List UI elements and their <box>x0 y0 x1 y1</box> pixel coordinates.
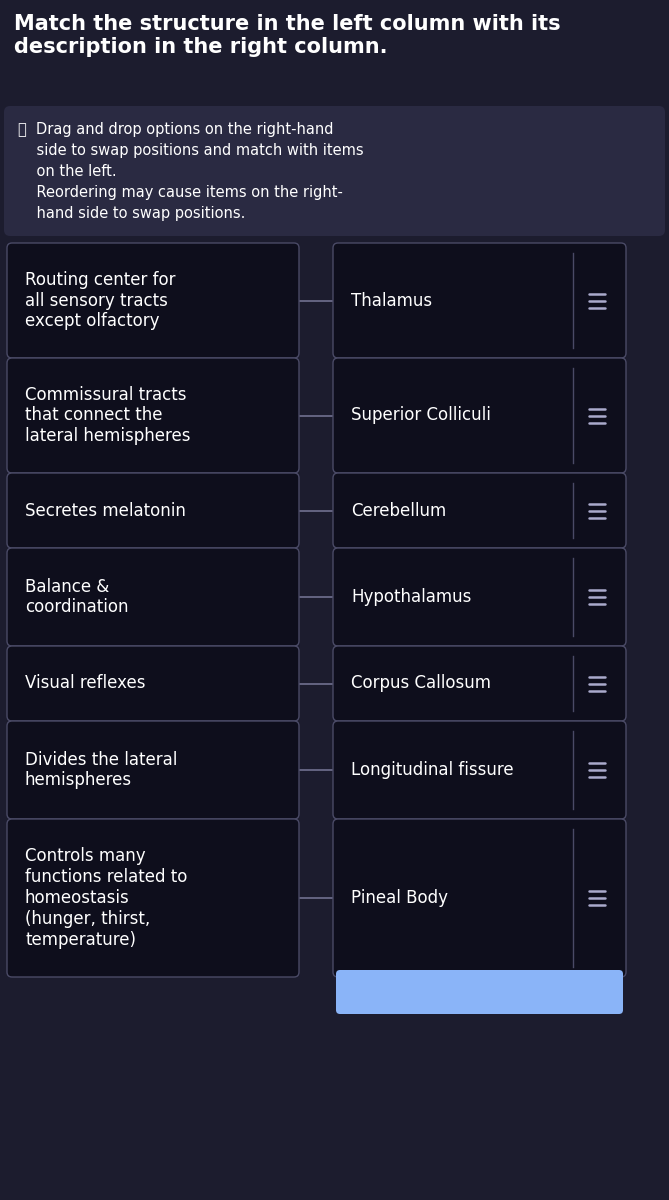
Text: Cerebellum: Cerebellum <box>351 502 446 520</box>
FancyBboxPatch shape <box>336 970 623 1014</box>
FancyBboxPatch shape <box>7 548 299 646</box>
Text: Thalamus: Thalamus <box>351 292 432 310</box>
Text: Longitudinal fissure: Longitudinal fissure <box>351 761 514 779</box>
FancyBboxPatch shape <box>7 818 299 977</box>
Text: Hypothalamus: Hypothalamus <box>351 588 472 606</box>
FancyBboxPatch shape <box>333 646 626 721</box>
Text: Secretes melatonin: Secretes melatonin <box>25 502 186 520</box>
Text: Pineal Body: Pineal Body <box>351 889 448 907</box>
Text: Routing center for
all sensory tracts
except olfactory: Routing center for all sensory tracts ex… <box>25 271 175 330</box>
Text: Visual reflexes: Visual reflexes <box>25 674 145 692</box>
FancyBboxPatch shape <box>7 721 299 818</box>
FancyBboxPatch shape <box>333 473 626 548</box>
FancyBboxPatch shape <box>7 473 299 548</box>
FancyBboxPatch shape <box>333 242 626 358</box>
FancyBboxPatch shape <box>333 548 626 646</box>
FancyBboxPatch shape <box>7 242 299 358</box>
Text: Balance &
coordination: Balance & coordination <box>25 577 128 617</box>
Text: Corpus Callosum: Corpus Callosum <box>351 674 491 692</box>
FancyBboxPatch shape <box>4 106 665 236</box>
Text: ⓘ  Drag and drop options on the right-hand
    side to swap positions and match : ⓘ Drag and drop options on the right-han… <box>18 122 364 221</box>
Text: Divides the lateral
hemispheres: Divides the lateral hemispheres <box>25 751 177 790</box>
FancyBboxPatch shape <box>333 818 626 977</box>
Text: Match the structure in the left column with its
description in the right column.: Match the structure in the left column w… <box>14 14 561 58</box>
FancyBboxPatch shape <box>333 721 626 818</box>
FancyBboxPatch shape <box>333 358 626 473</box>
FancyBboxPatch shape <box>7 646 299 721</box>
Text: Controls many
functions related to
homeostasis
(hunger, thirst,
temperature): Controls many functions related to homeo… <box>25 847 187 948</box>
FancyBboxPatch shape <box>7 358 299 473</box>
Text: Superior Colliculi: Superior Colliculi <box>351 407 491 425</box>
Text: Commissural tracts
that connect the
lateral hemispheres: Commissural tracts that connect the late… <box>25 385 191 445</box>
